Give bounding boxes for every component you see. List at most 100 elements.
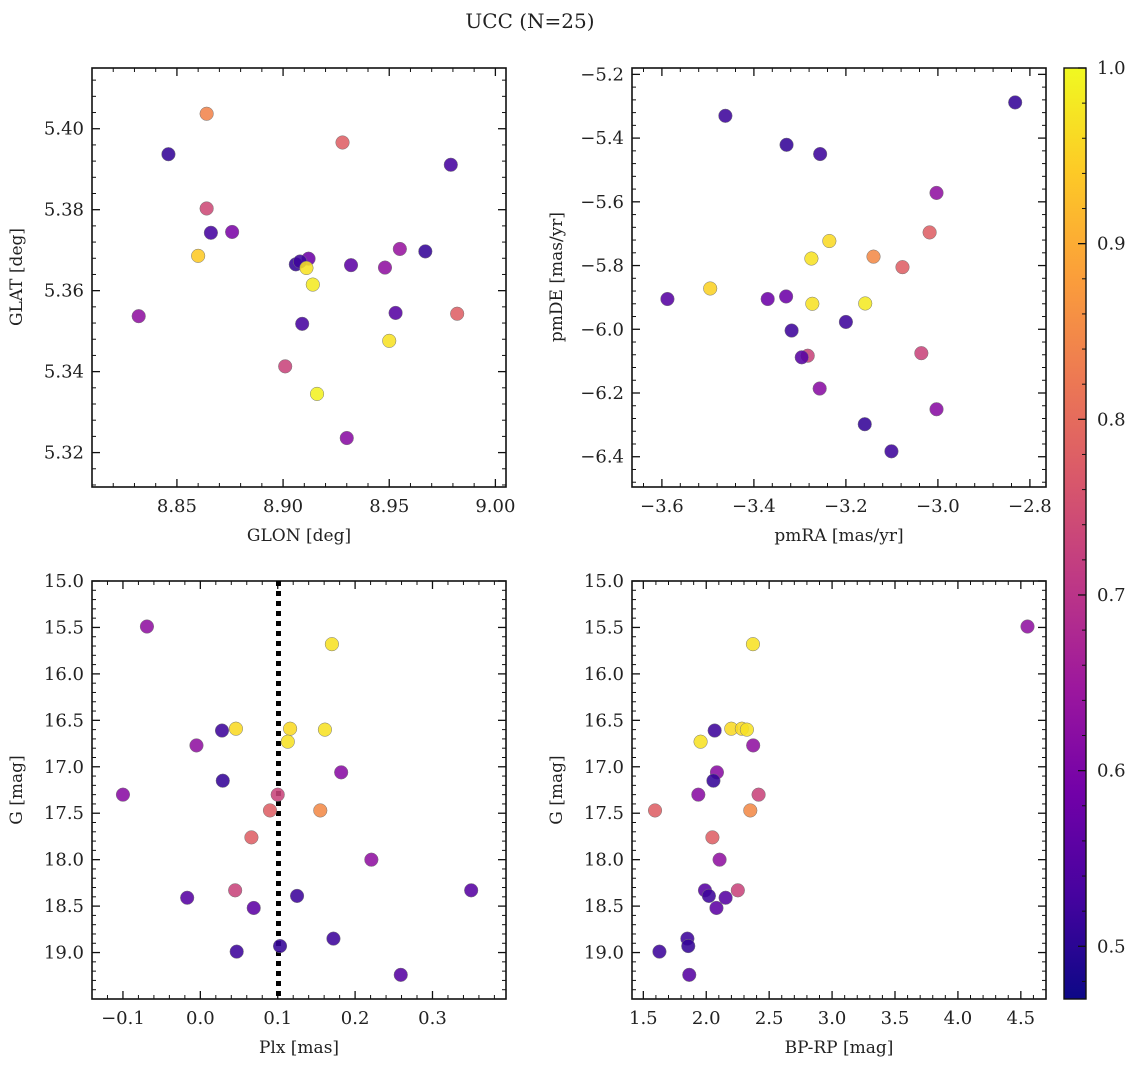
x-tick-label: −3.6 <box>640 496 684 517</box>
x-tick-label: −0.1 <box>101 1008 145 1029</box>
x-tick-label: 8.85 <box>157 496 197 517</box>
scatter-point <box>305 277 320 292</box>
x-tick-label: 3.5 <box>881 1008 910 1029</box>
scatter-point <box>838 314 853 329</box>
y-tick-label: 15.0 <box>44 571 84 592</box>
x-tick-label: 4.5 <box>1007 1008 1036 1029</box>
scatter-point <box>139 619 154 634</box>
x-tick-label: 8.90 <box>263 496 303 517</box>
axes-frame <box>91 580 507 1000</box>
y-tick-label: −6.2 <box>580 383 624 404</box>
x-tick-label: −2.8 <box>1008 496 1052 517</box>
y-tick-label: −6.4 <box>580 447 624 468</box>
y-tick-label: 5.38 <box>44 200 84 221</box>
x-tick-label: −3.4 <box>732 496 776 517</box>
scatter-point <box>272 939 288 954</box>
scatter-point <box>652 944 667 959</box>
scatter-point <box>660 291 675 307</box>
y-tick-label: 17.0 <box>584 757 624 778</box>
scatter-point <box>1020 619 1035 634</box>
scatter-point <box>707 723 722 738</box>
y-tick-label: 17.5 <box>584 803 624 824</box>
scatter-point <box>739 722 754 737</box>
scatter-point <box>180 890 195 905</box>
scatter-point <box>693 734 708 749</box>
x-tick-label: 4.0 <box>944 1008 973 1029</box>
scatter-point <box>161 147 176 162</box>
scatter-point <box>746 738 761 753</box>
y-tick-label: −5.2 <box>580 64 624 85</box>
x-tick-label: 0.1 <box>263 1008 292 1029</box>
scatter-point <box>794 350 809 365</box>
scatter-point <box>228 721 243 736</box>
scatter-point <box>229 944 244 959</box>
y-tick-label: 15.5 <box>44 617 84 638</box>
scatter-point <box>283 721 298 736</box>
y-axis-label: pmDE [mas/yr] <box>547 212 567 342</box>
y-tick-label: 16.0 <box>584 664 624 685</box>
y-tick-label: 15.0 <box>584 571 624 592</box>
x-tick-label: −3.2 <box>824 496 868 517</box>
scatter-point <box>760 291 775 307</box>
colorbar: 0.5 0.6 0.7 0.8 0.9 1.0 <box>1063 58 1126 1000</box>
x-tick-label: 1.5 <box>629 1008 658 1029</box>
y-tick-label: 16.5 <box>584 710 624 731</box>
scatter-point <box>203 225 218 240</box>
y-tick-label: 17.0 <box>44 757 84 778</box>
y-tick-label: 15.5 <box>584 617 624 638</box>
y-tick-label: −6.0 <box>580 319 624 340</box>
scatter-point <box>709 900 724 916</box>
colorbar-tick-label: 1.0 <box>1097 58 1126 79</box>
x-tick-label: 2.5 <box>755 1008 784 1029</box>
x-tick-label: 3.0 <box>818 1008 847 1029</box>
colorbar-tick-label: 0.6 <box>1097 761 1126 782</box>
scatter-point <box>313 803 328 818</box>
scatter-point <box>706 773 721 788</box>
panel-3: −0.1 0.0 0.1 0.2 0.3 15.0 15.5 16.0 16.5 17.0 17.5… <box>7 571 507 1058</box>
figure-title: UCC (N=25) <box>465 9 594 33</box>
scatter-point <box>701 888 716 903</box>
colorbar-tick-label: 0.5 <box>1097 936 1126 957</box>
scatter-point <box>822 233 837 249</box>
y-tick-label: −5.8 <box>580 256 624 277</box>
scatter-point <box>326 931 341 946</box>
scatter-point <box>364 852 379 867</box>
scatter-point <box>278 359 293 374</box>
y-tick-label: 18.0 <box>44 850 84 871</box>
scatter-point <box>884 444 899 459</box>
colorbar-tick-label: 0.8 <box>1097 409 1126 430</box>
scatter-point <box>730 883 745 898</box>
scatter-point <box>464 883 479 898</box>
x-tick-label: 0.0 <box>186 1008 215 1029</box>
y-tick-label: 19.0 <box>584 943 624 964</box>
scatter-point <box>813 146 828 162</box>
panel-1: 8.85 8.90 8.95 9.00 5.32 5.34 5.36 5.38 5.40 GLON… <box>7 67 515 546</box>
y-tick-label: 16.0 <box>44 664 84 685</box>
scatter-point <box>115 787 131 802</box>
scatter-point <box>324 637 339 652</box>
y-tick-label: −5.4 <box>580 128 624 149</box>
x-tick-label: 0.3 <box>418 1008 447 1029</box>
scatter-point <box>1008 95 1023 110</box>
y-tick-label: 18.5 <box>584 896 624 917</box>
y-tick-label: 5.32 <box>44 443 84 464</box>
scatter-point <box>270 787 285 802</box>
y-tick-label: −5.6 <box>580 192 624 213</box>
scatter-point <box>681 939 696 954</box>
scatter-point <box>199 106 214 121</box>
scatter-point <box>290 888 305 903</box>
scatter-point <box>922 225 937 240</box>
axes-frame <box>631 67 1047 488</box>
x-tick-label: 8.95 <box>369 496 409 517</box>
scatter-point <box>712 852 727 867</box>
scatter-point <box>743 803 758 818</box>
scatter-point <box>682 967 697 982</box>
y-tick-label: 16.5 <box>44 710 84 731</box>
scatter-point <box>691 787 706 802</box>
scatter-point <box>450 306 465 321</box>
scatter-point <box>228 883 243 898</box>
x-tick-label: 0.2 <box>341 1008 370 1029</box>
y-tick-label: 18.5 <box>44 896 84 917</box>
x-tick-label: 2.0 <box>692 1008 721 1029</box>
scatter-point <box>418 244 433 259</box>
